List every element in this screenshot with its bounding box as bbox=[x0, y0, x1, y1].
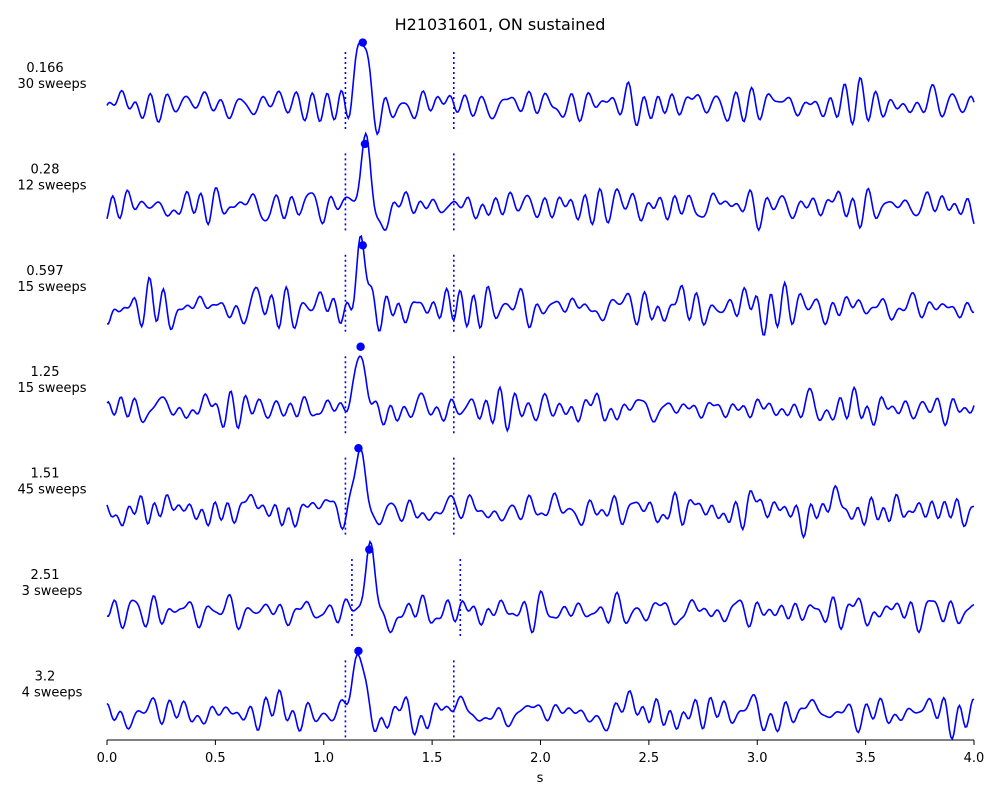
x-tick-label: 3.0 bbox=[747, 751, 768, 766]
row-value-label: 0.166 bbox=[26, 61, 63, 76]
row-sweeps-label: 45 sweeps bbox=[17, 483, 86, 498]
row-value-label: 2.51 bbox=[31, 568, 60, 583]
peak-marker bbox=[365, 545, 374, 554]
trace-row: 2.513 sweeps bbox=[22, 539, 975, 637]
trace-line bbox=[106, 653, 975, 741]
x-tick-label: 0.5 bbox=[205, 751, 226, 766]
x-tick-label: 2.0 bbox=[530, 751, 551, 766]
row-sweeps-label: 15 sweeps bbox=[17, 381, 86, 396]
trace-line bbox=[106, 448, 975, 540]
trace-line bbox=[106, 41, 975, 136]
row-sweeps-label: 3 sweeps bbox=[22, 584, 83, 599]
row-sweeps-label: 15 sweeps bbox=[17, 280, 86, 295]
x-tick-label: 1.5 bbox=[422, 751, 443, 766]
row-value-label: 3.2 bbox=[35, 669, 56, 684]
row-sweeps-label: 30 sweeps bbox=[17, 77, 86, 92]
trace-line bbox=[107, 234, 975, 336]
row-value-label: 1.51 bbox=[31, 467, 60, 482]
x-tick-label: 3.5 bbox=[855, 751, 876, 766]
x-tick-label: 1.0 bbox=[313, 751, 334, 766]
peak-marker bbox=[354, 443, 363, 453]
row-value-label: 0.28 bbox=[31, 162, 60, 177]
peak-marker bbox=[354, 646, 363, 656]
x-axis: 0.0 0.5 1.0 1.5 2.0 2.5 3.0 3.5 4.0 bbox=[97, 739, 985, 766]
peak-marker bbox=[356, 342, 365, 351]
row-sweeps-label: 12 sweeps bbox=[17, 178, 86, 193]
row-value-label: 0.597 bbox=[26, 264, 63, 279]
peak-marker bbox=[360, 139, 370, 149]
trace-line bbox=[106, 539, 975, 634]
x-tick-label: 0.0 bbox=[97, 751, 118, 766]
x-tick-label: 4.0 bbox=[964, 751, 985, 766]
x-tick-label: 2.5 bbox=[639, 751, 660, 766]
trace-line bbox=[106, 355, 975, 433]
trace-row: 3.24 sweeps bbox=[22, 646, 975, 741]
peak-marker bbox=[358, 241, 367, 250]
chart-title: H21031601, ON sustained bbox=[395, 15, 606, 34]
row-value-label: 1.25 bbox=[31, 365, 60, 380]
peak-marker bbox=[358, 38, 367, 47]
row-sweeps-label: 4 sweeps bbox=[22, 685, 83, 700]
x-axis-label: s bbox=[537, 771, 544, 786]
trace-line bbox=[106, 131, 975, 232]
